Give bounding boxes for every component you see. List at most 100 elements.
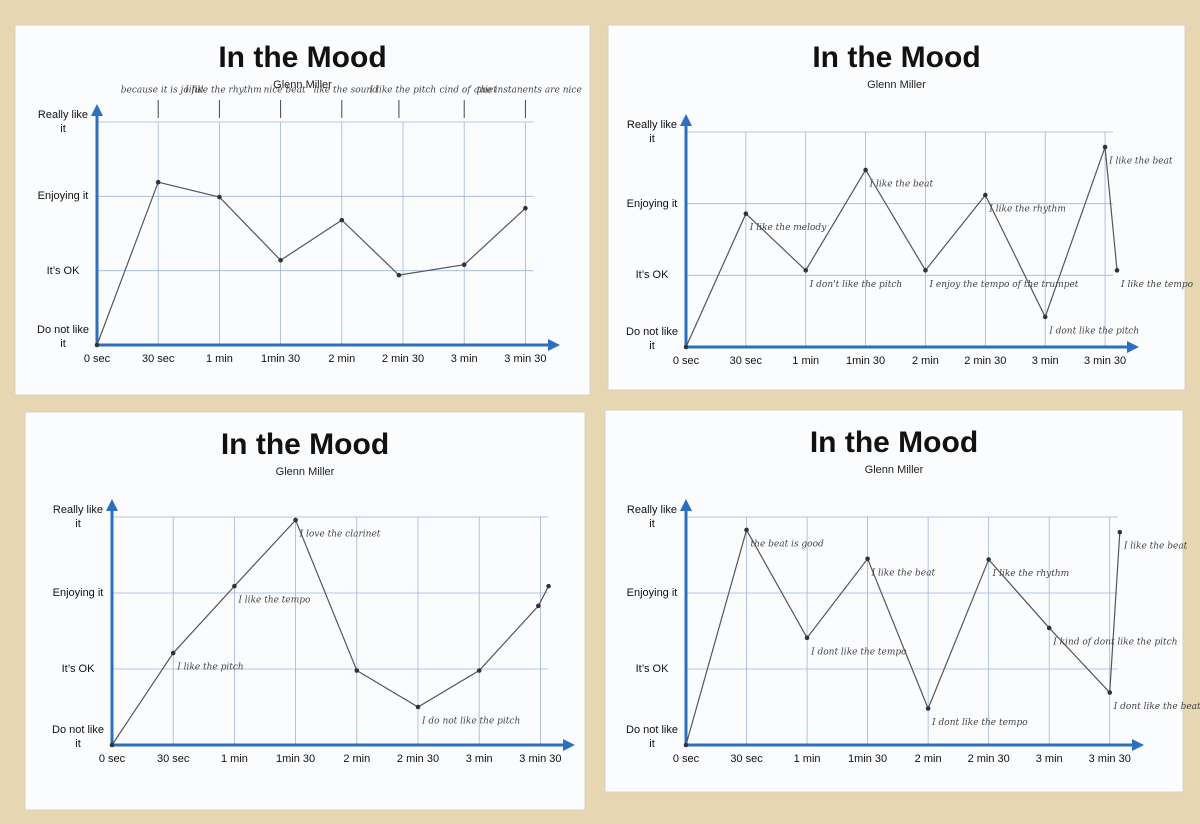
handwritten-note: I kind of dont like the pitch — [1052, 637, 1177, 647]
data-point — [744, 527, 749, 533]
x-tick-label: 1 min — [206, 353, 233, 365]
x-tick-label: 2 min — [343, 753, 370, 765]
x-tick-label: 30 sec — [730, 753, 763, 765]
handwritten-note: I dont like the tempo — [810, 647, 907, 657]
data-point — [396, 272, 402, 278]
chart-subtitle: Glenn Miller — [865, 464, 924, 476]
chart-title: In the Mood — [812, 41, 980, 74]
data-point — [1042, 314, 1048, 320]
y-tick-label: Really like it — [626, 119, 678, 145]
x-tick-label: 0 sec — [99, 753, 126, 765]
data-point — [546, 583, 551, 589]
x-tick-label: 2 min 30 — [397, 753, 439, 765]
x-tick-label: 3 min — [1032, 355, 1059, 367]
data-point — [986, 557, 991, 562]
data-point — [683, 344, 689, 350]
data-point — [1107, 690, 1113, 695]
handwritten-note: I dont like the beat — [1113, 702, 1200, 712]
chart-title: In the Mood — [810, 426, 978, 459]
data-point — [155, 179, 161, 185]
x-tick-label: 0 sec — [673, 753, 700, 765]
data-point — [94, 342, 100, 348]
axis-arrow — [1132, 739, 1144, 751]
x-tick-label: 30 sec — [157, 753, 190, 765]
handwritten-note: I like the pitch — [369, 86, 437, 96]
paper-sheet — [604, 409, 1184, 793]
handwritten-note: the beat is good — [751, 539, 824, 549]
y-tick-label: Enjoying it — [52, 587, 104, 599]
axis-arrow — [680, 499, 692, 511]
handwritten-note: I do not like the pitch — [421, 717, 520, 727]
x-tick-label: 1min 30 — [848, 753, 887, 765]
y-tick-label: It’s OK — [61, 663, 95, 675]
x-tick-label: 1min 30 — [261, 353, 300, 365]
data-point — [476, 668, 482, 673]
paper-sheet — [607, 24, 1186, 391]
handwritten-note: I dont like the pitch — [1048, 326, 1139, 336]
handwritten-note: I like the melody — [749, 223, 827, 233]
data-point — [804, 635, 810, 641]
x-tick-label: 3 min — [1036, 753, 1063, 765]
handwritten-note: I like the rhythm — [992, 569, 1070, 579]
y-tick-label: It’s OK — [635, 663, 669, 675]
x-tick-label: 2 min — [328, 353, 355, 365]
y-tick-label: Do not like it — [37, 324, 89, 350]
y-tick-label: It’s OK — [635, 269, 669, 282]
paper-sheet — [14, 24, 591, 396]
y-tick-label: Do not like it — [626, 724, 678, 750]
x-tick-label: 0 sec — [84, 353, 111, 365]
handwritten-note: I like the beat — [869, 179, 934, 189]
axis-arrow — [548, 339, 560, 351]
axis-arrow — [91, 104, 103, 116]
data-point — [461, 262, 467, 268]
data-point — [278, 257, 283, 263]
data-point — [803, 268, 809, 273]
x-tick-label: 3 min 30 — [504, 353, 546, 365]
y-tick-label: Enjoying it — [626, 587, 678, 599]
x-tick-label: 2 min — [912, 355, 939, 367]
x-tick-label: 1 min — [792, 355, 819, 367]
x-tick-label: 2 min 30 — [964, 355, 1006, 367]
data-line — [96, 181, 526, 346]
data-point — [109, 742, 115, 748]
x-tick-label: 3 min 30 — [1089, 753, 1131, 765]
handwritten-note: I love the clarinet — [299, 530, 381, 540]
data-point — [1102, 144, 1108, 150]
data-point — [743, 211, 749, 216]
chart-subtitle: Glenn Miller — [276, 466, 335, 478]
handwritten-note: cind of quiet — [440, 86, 498, 96]
axis-arrow — [106, 499, 118, 511]
handwritten-note: like the sound — [314, 86, 379, 96]
y-tick-label: Do not like it — [52, 724, 104, 750]
y-tick-label: Really like it — [52, 504, 104, 530]
y-tick-label: Do not like it — [626, 326, 678, 352]
data-point — [293, 517, 298, 523]
handwritten-note: I like the pitch — [176, 663, 244, 673]
handwritten-note: I dont like the tempo — [931, 718, 1028, 728]
axis-arrow — [1127, 341, 1139, 353]
x-tick-label: 2 min 30 — [382, 353, 424, 365]
data-point — [863, 167, 868, 173]
data-point — [232, 583, 237, 589]
y-tick-label: Enjoying it — [37, 190, 89, 203]
data-point — [354, 668, 360, 673]
x-tick-label: 2 min 30 — [968, 753, 1010, 765]
data-point — [923, 268, 928, 273]
y-tick-label: Really like it — [37, 109, 89, 135]
data-point — [865, 556, 870, 562]
y-tick-label: Really like it — [626, 504, 678, 530]
handwritten-note: I like the beat — [1108, 157, 1173, 167]
data-point — [170, 650, 176, 656]
y-tick-label: Enjoying it — [626, 197, 678, 210]
x-tick-label: 2 min — [915, 753, 942, 765]
handwritten-note: the instanents are nice — [477, 86, 582, 96]
data-point — [339, 217, 345, 223]
data-point — [523, 205, 528, 211]
handwritten-note: I like the rhythm — [184, 86, 262, 96]
y-tick-label: It’s OK — [46, 264, 80, 277]
x-tick-label: 3 min 30 — [1084, 355, 1126, 367]
x-tick-label: 3 min — [466, 753, 493, 765]
axis-arrow — [680, 114, 692, 126]
